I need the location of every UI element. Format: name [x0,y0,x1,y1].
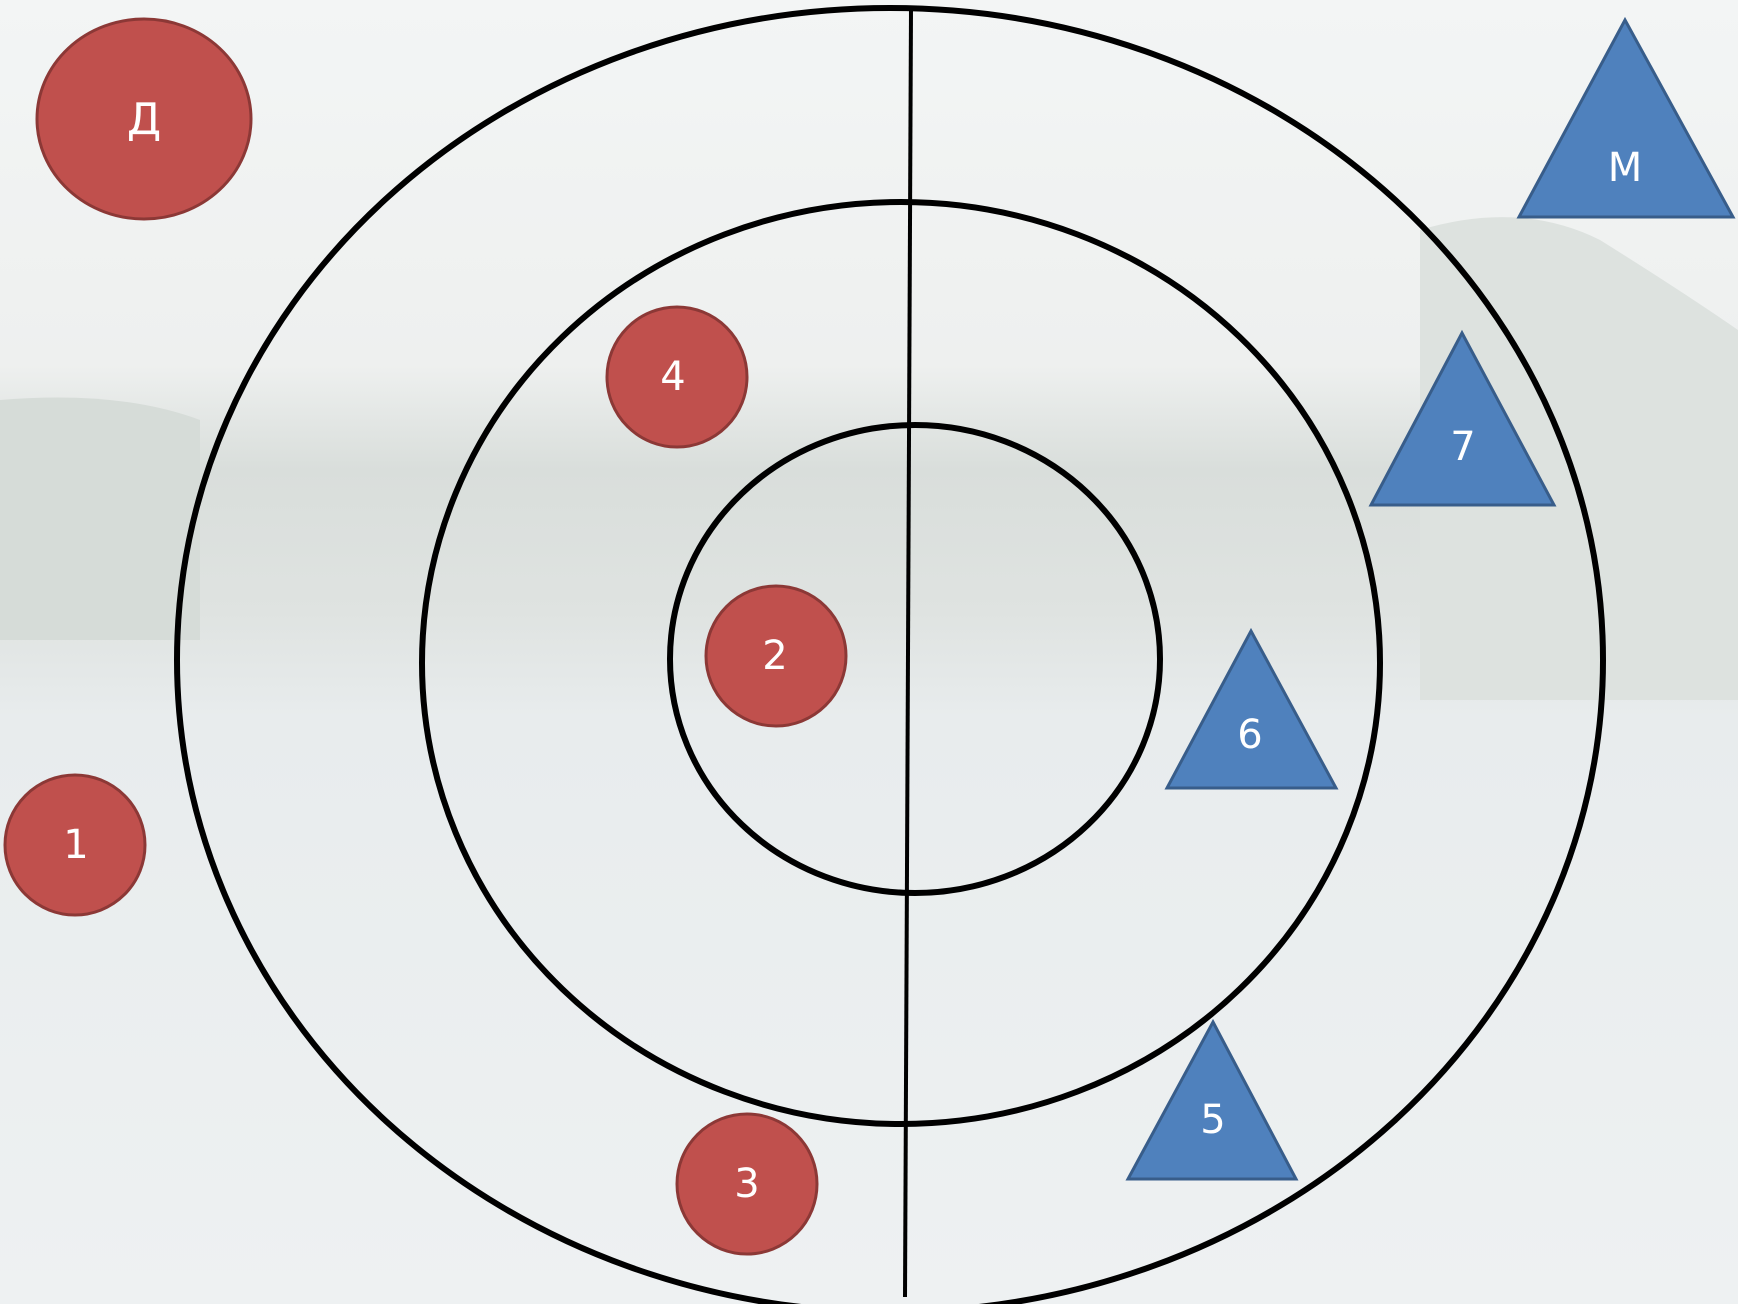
triangle-label: 7 [1450,424,1475,470]
chip-label: 3 [734,1161,759,1207]
triangle-label: 5 [1200,1097,1225,1143]
chip-label: 4 [660,354,685,400]
chip-label: 1 [63,822,88,868]
triangle-label: 6 [1237,712,1262,758]
chip-label: 2 [762,633,787,679]
diagram: Д 4 2 1 3 М 7 6 5 [0,0,1738,1304]
page: {"circles": [{"label": "Д"}, {"label": "… [0,0,1738,1304]
chip-label: Д [127,94,161,145]
triangle-label: М [1608,145,1643,191]
background-hill [0,398,200,641]
